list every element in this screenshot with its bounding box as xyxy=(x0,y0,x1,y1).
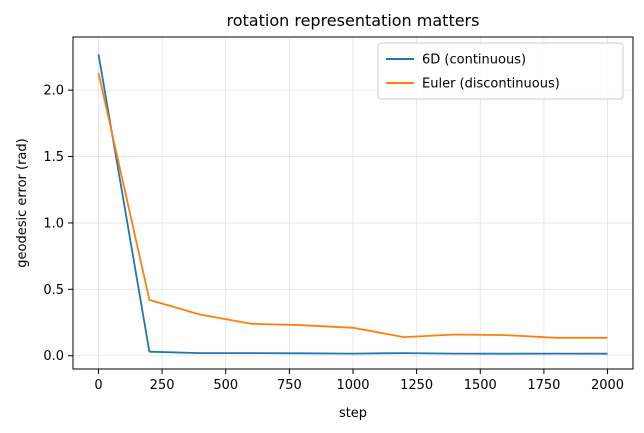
x-tick-label: 1500 xyxy=(464,378,497,393)
y-axis-label: geodesic error (rad) xyxy=(15,138,30,267)
y-tick-label: 1.5 xyxy=(43,150,64,165)
legend-label-0: 6D (continuous) xyxy=(422,53,526,68)
y-tick-label: 0.5 xyxy=(43,283,64,298)
y-tick-label: 0.0 xyxy=(43,349,64,364)
chart-title: rotation representation matters xyxy=(227,11,480,30)
legend-label-1: Euler (discontinuous) xyxy=(422,77,560,92)
legend-box xyxy=(377,42,624,100)
legend: 6D (continuous) Euler (discontinuous) xyxy=(377,42,624,100)
series-group xyxy=(97,54,608,355)
series-line-1 xyxy=(97,72,608,339)
y-tick-label: 2.0 xyxy=(43,84,64,99)
y-tick-label: 1.0 xyxy=(43,216,64,231)
y-axis: 0.0 0.5 1.0 1.5 2.0 xyxy=(43,84,73,364)
x-tick-label: 500 xyxy=(213,378,238,393)
x-tick-label: 1250 xyxy=(400,378,433,393)
x-tick-label: 250 xyxy=(150,378,175,393)
x-tick-label: 750 xyxy=(277,378,302,393)
series-line-0 xyxy=(97,54,608,355)
x-tick-label: 1750 xyxy=(527,378,560,393)
x-tick-label: 0 xyxy=(94,378,102,393)
x-tick-label: 1000 xyxy=(336,378,369,393)
x-tick-label: 2000 xyxy=(591,378,624,393)
x-axis-label: step xyxy=(339,406,367,421)
x-axis: 0 250 500 750 1000 1250 1500 1750 2000 xyxy=(94,369,624,393)
